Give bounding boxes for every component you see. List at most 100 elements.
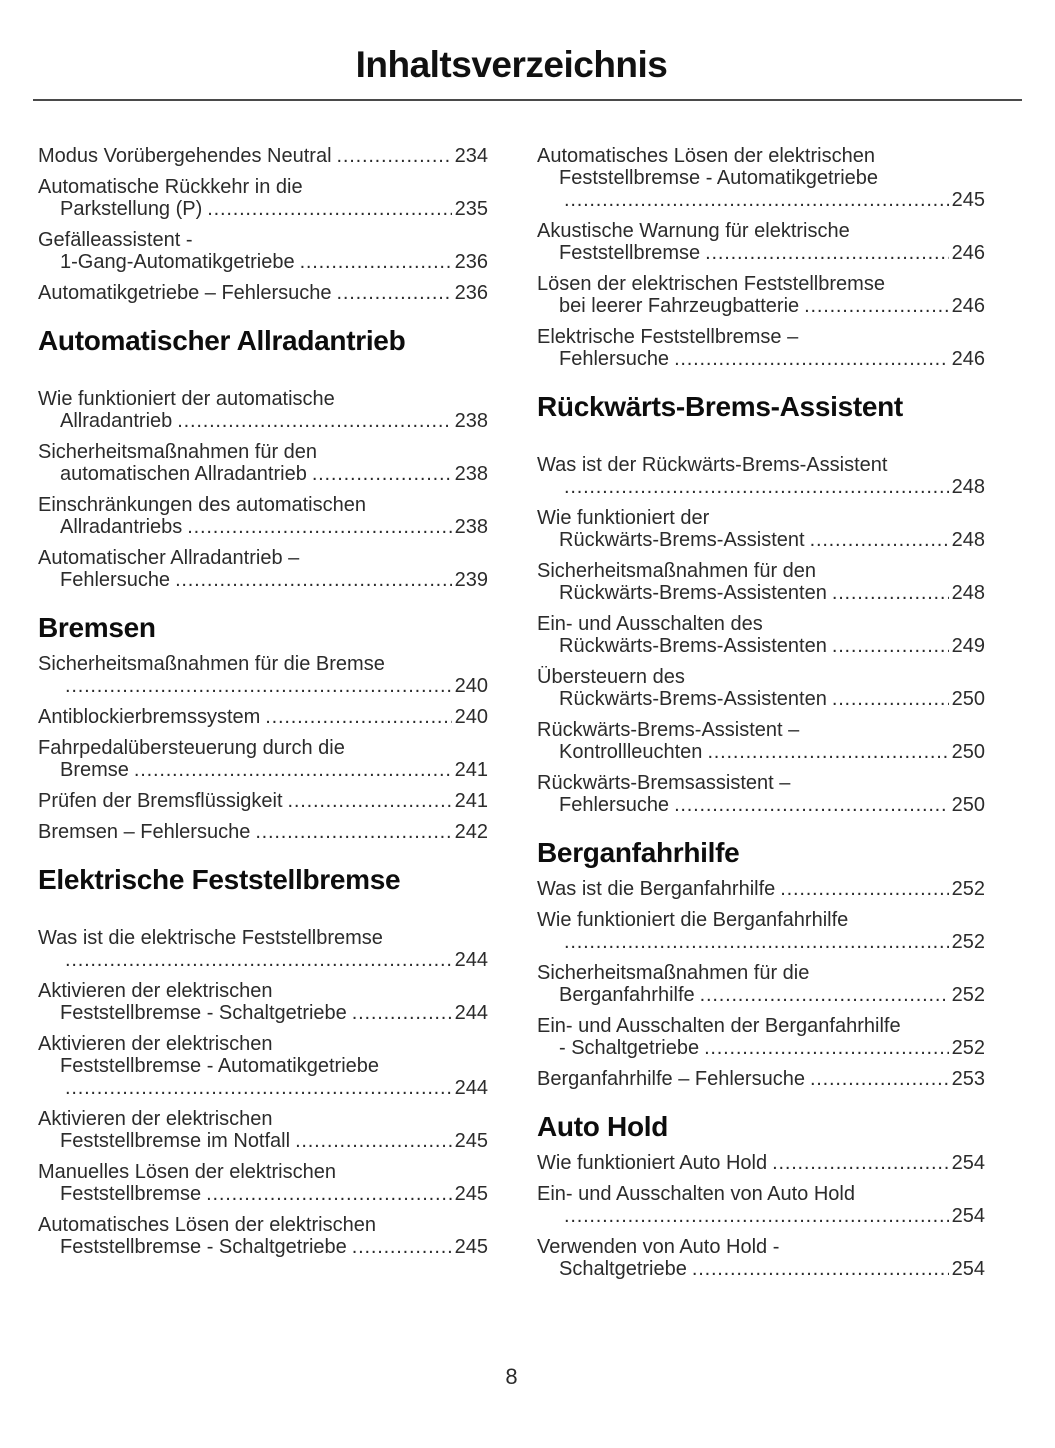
toc-line-text: Automatikgetriebe – Fehlersuche (38, 282, 332, 304)
page-ref: 236 (451, 251, 488, 273)
toc-line-text: Modus Vorübergehendes Neutral (38, 145, 332, 167)
toc-line: Akustische Warnung für elektrische (537, 220, 985, 246)
toc-line: Parkstellung (P)........................… (38, 198, 488, 224)
toc-entry: Was ist die Berganfahrhilfe.............… (537, 878, 985, 904)
toc-line: Rückwärts-Brems-Assistenten.............… (537, 688, 985, 714)
toc-line: Allradantrieb...........................… (38, 410, 488, 436)
toc-line-text: Berganfahrhilfe – Fehlersuche (537, 1068, 805, 1090)
leader-dots: ........................................… (311, 463, 488, 485)
toc-entry: Sicherheitsmaßnahmen für die Berganfahrhi… (537, 962, 985, 1010)
toc-line-text: Was ist der Rückwärts-Brems-Assistent (537, 454, 888, 476)
leader-dots: ........................................… (336, 145, 488, 167)
page-ref: 235 (451, 198, 488, 220)
toc-line: Rückwärts-Brems-Assistent...............… (537, 529, 985, 555)
toc-entry: Einschränkungen des automatischen Allrada… (38, 494, 488, 542)
toc-line: Sicherheitsmaßnahmen für die (537, 962, 985, 988)
page-ref: 245 (451, 1236, 488, 1258)
toc-line: Aktivieren der elektrischen (38, 1108, 488, 1134)
leader-dots: ........................................… (674, 348, 985, 370)
page-ref: 234 (451, 145, 488, 167)
page-ref: 248 (948, 582, 985, 604)
toc-entry: Automatisches Lösen der elektrischen Fest… (38, 1214, 488, 1262)
page-ref: 252 (948, 878, 985, 900)
toc-line-text: Gefälleassistent - (38, 229, 193, 251)
toc-line-text: Automatisches Lösen der elektrischen (537, 145, 875, 167)
toc-line-text: Sicherheitsmaßnahmen für den (537, 560, 817, 582)
page-ref: 250 (948, 741, 985, 763)
toc-line-text: Feststellbremse - Automatikgetriebe (559, 167, 879, 189)
toc-line-text: Fehlersuche (559, 794, 670, 816)
toc-entry: Rückwärts-Brems-Assistent – Kontrollleuch… (537, 719, 985, 767)
page-title: Inhaltsverzeichnis (355, 44, 668, 85)
toc-entry: Gefälleassistent -1-Gang-Automatikgetrie… (38, 229, 488, 277)
page-ref: 254 (948, 1258, 985, 1280)
toc-line-text: Aktivieren der elektrischen (38, 1033, 273, 1055)
toc-line-text: Berganfahrhilfe (559, 984, 695, 1006)
toc-column-1: Modus Vorübergehendes Neutral...........… (38, 145, 488, 1289)
leader-dots: ........................................… (265, 706, 488, 728)
toc-line: Manuelles Lösen der elektrischen (38, 1161, 488, 1187)
leader-dots: ........................................… (187, 516, 488, 538)
toc-line-text: Feststellbremse (559, 242, 701, 264)
page-ref: 254 (948, 1152, 985, 1174)
page-ref: 245 (948, 189, 985, 211)
toc-line: Rückwärts-Bremsassistent – (537, 772, 985, 798)
toc-entry: Automatischer Allradantrieb – Fehlersuche… (38, 547, 488, 595)
toc-entry: Rückwärts-Bremsassistent – Fehlersuche...… (537, 772, 985, 820)
toc-entry: Modus Vorübergehendes Neutral...........… (38, 145, 488, 171)
title-divider-rule (33, 99, 1022, 101)
toc-line: Ein- und Ausschalten der Berganfahrhilfe (537, 1015, 985, 1041)
leader-dots: ........................................… (175, 569, 488, 591)
toc-line: Feststellbremse im Notfall..............… (38, 1130, 488, 1156)
toc-line: Schaltgetriebe..........................… (537, 1258, 985, 1284)
toc-line-text: Rückwärts-Brems-Assistent – (537, 719, 800, 741)
leader-dots: ........................................… (564, 189, 985, 211)
toc-entry: Übersteuern des Rückwärts-Brems-Assistent… (537, 666, 985, 714)
leader-dots: ........................................… (809, 529, 985, 551)
toc-line: ........................................… (537, 931, 985, 957)
toc-line: Bremsen – Fehlersuche...................… (38, 821, 488, 847)
toc-entry: Sicherheitsmaßnahmen für den automatische… (38, 441, 488, 489)
toc-line-text: Aktivieren der elektrischen (38, 1108, 273, 1130)
toc-line: ........................................… (38, 1077, 488, 1103)
toc-line: Prüfen der Bremsflüssigkeit.............… (38, 790, 488, 816)
page-ref: 239 (451, 569, 488, 591)
toc-line-text: Elektrische Feststellbremse – (537, 326, 799, 348)
toc-line: Rückwärts-Brems-Assistenten.............… (537, 582, 985, 608)
page-ref: 241 (451, 759, 488, 781)
toc-line: Sicherheitsmaßnahmen für die Bremse (38, 653, 488, 679)
toc-line-text: Übersteuern des (537, 666, 685, 688)
page-ref: 244 (451, 1077, 488, 1099)
toc-line-text: Automatisches Lösen der elektrischen (38, 1214, 376, 1236)
leader-dots: ........................................… (133, 759, 488, 781)
leader-dots: ........................................… (705, 242, 985, 264)
page-ref: 252 (948, 1037, 985, 1059)
toc-line: Kontrollleuchten........................… (537, 741, 985, 767)
page-ref: 238 (451, 463, 488, 485)
page-ref: 238 (451, 410, 488, 432)
toc-entry: Antiblockierbremssystem.................… (38, 706, 488, 732)
leader-dots: ........................................… (255, 821, 488, 843)
toc-line: - Schaltgetriebe........................… (537, 1037, 985, 1063)
toc-line: Feststellbremse - Schaltgetriebe........… (38, 1236, 488, 1262)
page-ref: 250 (948, 688, 985, 710)
toc-line: Feststellbremse.........................… (38, 1183, 488, 1209)
toc-line: Berganfahrhilfe.........................… (537, 984, 985, 1010)
toc-line-text: Ein- und Ausschalten von Auto Hold (537, 1183, 855, 1205)
toc-line: Verwenden von Auto Hold - (537, 1236, 985, 1262)
toc-entry: Ein- und Ausschalten von Auto Hold......… (537, 1183, 985, 1231)
leader-dots: ........................................… (65, 949, 488, 971)
toc-entry: Wie funktioniert der Rückwärts-Brems-Assi… (537, 507, 985, 555)
section-heading: Auto Hold (537, 1111, 669, 1142)
toc-entry: Elektrische Feststellbremse – Fehlersuche… (537, 326, 985, 374)
page-ref: 240 (451, 675, 488, 697)
leader-dots: ........................................… (287, 790, 488, 812)
toc-line-text: Sicherheitsmaßnahmen für den (38, 441, 318, 463)
page-ref: 246 (948, 348, 985, 370)
leader-dots: ........................................… (699, 984, 985, 1006)
page-ref: 241 (451, 790, 488, 812)
toc-entry: Was ist die elektrische Feststellbremse.… (38, 927, 488, 975)
page-ref: 244 (451, 949, 488, 971)
leader-dots: ........................................… (809, 1068, 985, 1090)
leader-dots: ........................................… (564, 1205, 985, 1227)
